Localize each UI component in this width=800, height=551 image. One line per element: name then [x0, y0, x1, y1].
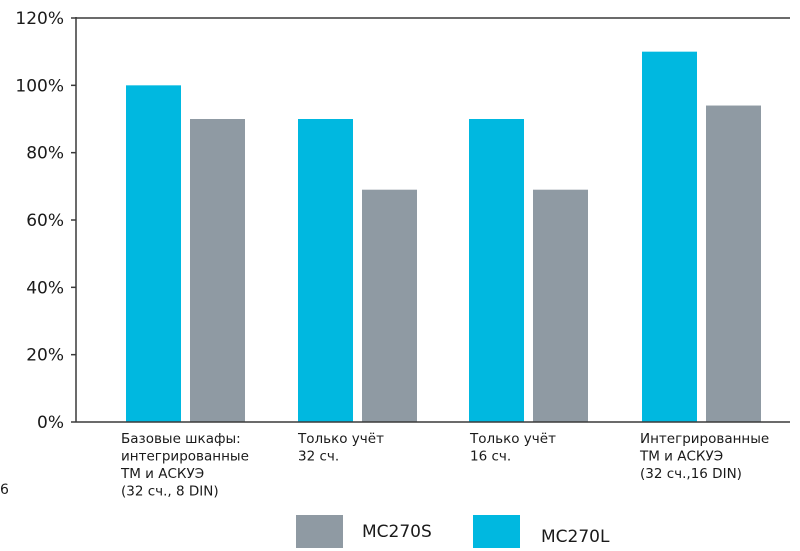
bar-mc270l-4 [642, 51, 697, 423]
y-tick-label: 60% [26, 211, 64, 231]
category-label: Базовые шкафы: интегрированные ТМ и АСКУЭ (… [120, 431, 249, 500]
category-label-line: 32 сч. [298, 449, 339, 465]
page-number: 6 [0, 482, 9, 498]
category-label-line: 16 сч. [470, 449, 511, 465]
category-labels-group: Базовые шкафы: интегрированные ТМ и АСКУЭ(… [120, 431, 769, 500]
category-label-line: Интегрированные [640, 431, 769, 447]
bar-mc270l-2 [298, 119, 353, 422]
legend-swatch-mc270l [473, 515, 520, 548]
y-tick-label: 100% [15, 76, 64, 96]
category-label-line: Базовые шкафы: [121, 431, 241, 447]
category-label: Только учёт 16 сч. [469, 431, 556, 465]
category-label-line: ТМ и АСКУЭ [120, 466, 204, 482]
category-label-line: (32 сч.,16 DIN) [640, 466, 742, 482]
y-tick-label: 0% [37, 413, 64, 433]
bar-mc270s-3 [533, 189, 588, 422]
category-label: Только учёт 32 сч. [297, 431, 384, 465]
category-label-line: (32 сч., 8 DIN) [121, 484, 219, 500]
category-label: Интегрированные ТМ и АСКУЭ (32 сч.,16 DIN) [639, 431, 769, 482]
y-tick-label: 120% [15, 9, 64, 29]
legend-label-mc270s: MC270S [362, 522, 432, 542]
bars-group [126, 51, 761, 423]
category-label-line: ТМ и АСКУЭ [639, 449, 723, 465]
y-tick-label: 40% [26, 278, 64, 298]
category-label-line: Только учёт [469, 431, 556, 447]
y-tick-label: 80% [26, 144, 64, 164]
category-label-line: интегрированные [121, 449, 249, 465]
bar-mc270s-1 [190, 119, 245, 422]
bar-mc270l-1 [126, 85, 181, 422]
y-tick-label: 20% [26, 346, 64, 366]
bar-mc270s-4 [706, 105, 761, 423]
legend: MC270S MC270L [296, 515, 610, 548]
legend-swatch-mc270s [296, 515, 343, 548]
category-label-line: Только учёт [297, 431, 384, 447]
bar-mc270l-3 [469, 119, 524, 422]
bar-mc270s-2 [362, 189, 417, 422]
y-ticks-group: 0% 20% 40% 60% 80% 100% 120% [15, 9, 76, 433]
legend-label-mc270l: MC270L [541, 527, 610, 547]
